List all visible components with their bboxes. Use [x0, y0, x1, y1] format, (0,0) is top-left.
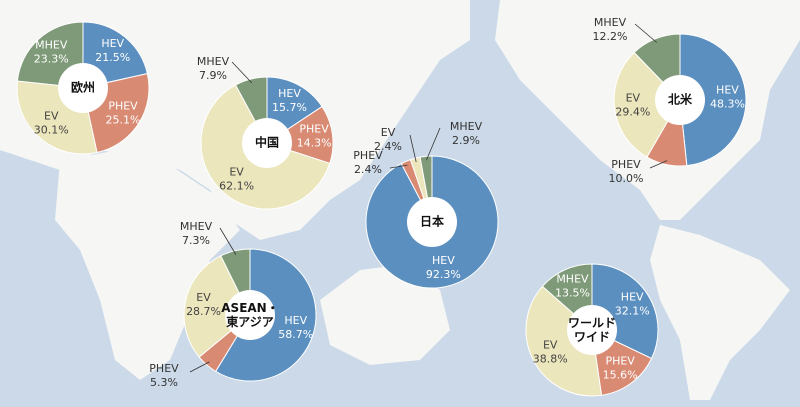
donut-hole: [225, 290, 275, 340]
leader-line: [389, 164, 408, 169]
leader-line: [634, 23, 658, 43]
leader-line: [425, 127, 441, 161]
slice-category: HEV: [284, 314, 307, 327]
slice-category: EV: [196, 291, 211, 304]
region-title: ワールドワイド: [568, 316, 616, 344]
slice-category: MHEV: [450, 120, 483, 133]
slice-value: 28.7%: [186, 305, 221, 318]
slice-category: EV: [229, 166, 244, 179]
slice-value: 15.6%: [603, 368, 638, 381]
slice-value: 15.7%: [272, 101, 307, 114]
slice-category: MHEV: [180, 220, 213, 233]
slice-value: 32.1%: [615, 305, 650, 318]
slice: [679, 33, 747, 167]
slice-value: 2.4%: [374, 140, 402, 153]
slice-value: 92.3%: [426, 268, 461, 281]
slice-value: 29.4%: [615, 106, 650, 119]
slice-category: PHEV: [149, 362, 179, 375]
slice-value: 23.3%: [34, 53, 69, 66]
slice: [525, 285, 603, 397]
slice-category: HEV: [716, 84, 739, 97]
region-title: 中国: [255, 135, 279, 150]
slice: [183, 255, 251, 358]
leader-line: [189, 361, 210, 373]
slice-value: 10.0%: [609, 172, 644, 185]
slice: [265, 105, 334, 165]
leader-line: [219, 227, 237, 255]
donut-hole: [58, 63, 108, 113]
slice-category: EV: [44, 109, 59, 122]
slice-value: 13.5%: [555, 287, 590, 300]
slice-value: 58.7%: [278, 328, 313, 341]
slice-category: PHEV: [108, 100, 138, 113]
slice-category: HEV: [101, 37, 124, 50]
slice-category: PHEV: [299, 123, 329, 136]
region-title: ASEAN・東アジア: [221, 301, 278, 329]
slice-value: 2.4%: [354, 163, 382, 176]
region-title: 北米: [668, 92, 693, 107]
slice-value: 48.3%: [710, 98, 745, 111]
slice-value: 7.3%: [182, 234, 210, 247]
slice-value: 7.9%: [199, 69, 227, 82]
donut-hole: [655, 75, 705, 125]
slice-value: 30.1%: [34, 123, 69, 136]
slice-value: 12.2%: [593, 30, 628, 43]
region-title: 欧州: [71, 80, 95, 95]
slice-category: MHEV: [556, 273, 589, 286]
leader-line: [649, 160, 668, 169]
leader-line: [231, 61, 253, 84]
slice-category: EV: [543, 339, 558, 352]
donut-hole: [567, 305, 617, 355]
slice-category: PHEV: [353, 149, 383, 162]
slice-category: MHEV: [35, 39, 68, 52]
slice-category: HEV: [278, 87, 301, 100]
slice-category: MHEV: [197, 55, 230, 68]
region-title: 日本: [420, 214, 444, 229]
slice-value: 38.8%: [533, 353, 568, 366]
donut-hole: [242, 118, 292, 168]
slice-value: 5.3%: [150, 376, 178, 389]
slice-value: 21.5%: [95, 51, 130, 64]
slice-category: HEV: [621, 291, 644, 304]
leader-line: [409, 134, 417, 163]
slice-category: EV: [381, 126, 396, 139]
slice-category: PHEV: [611, 158, 641, 171]
slice-value: 25.1%: [106, 114, 141, 127]
donut-hole: [407, 197, 457, 247]
slice-category: HEV: [432, 254, 455, 267]
slice-category: PHEV: [605, 354, 635, 367]
slice-category: MHEV: [594, 16, 627, 29]
slice-value: 62.1%: [219, 180, 254, 193]
slice-value: 2.9%: [452, 134, 480, 147]
slice-category: EV: [626, 92, 641, 105]
slice: [613, 51, 681, 158]
slice-value: 14.3%: [297, 137, 332, 150]
